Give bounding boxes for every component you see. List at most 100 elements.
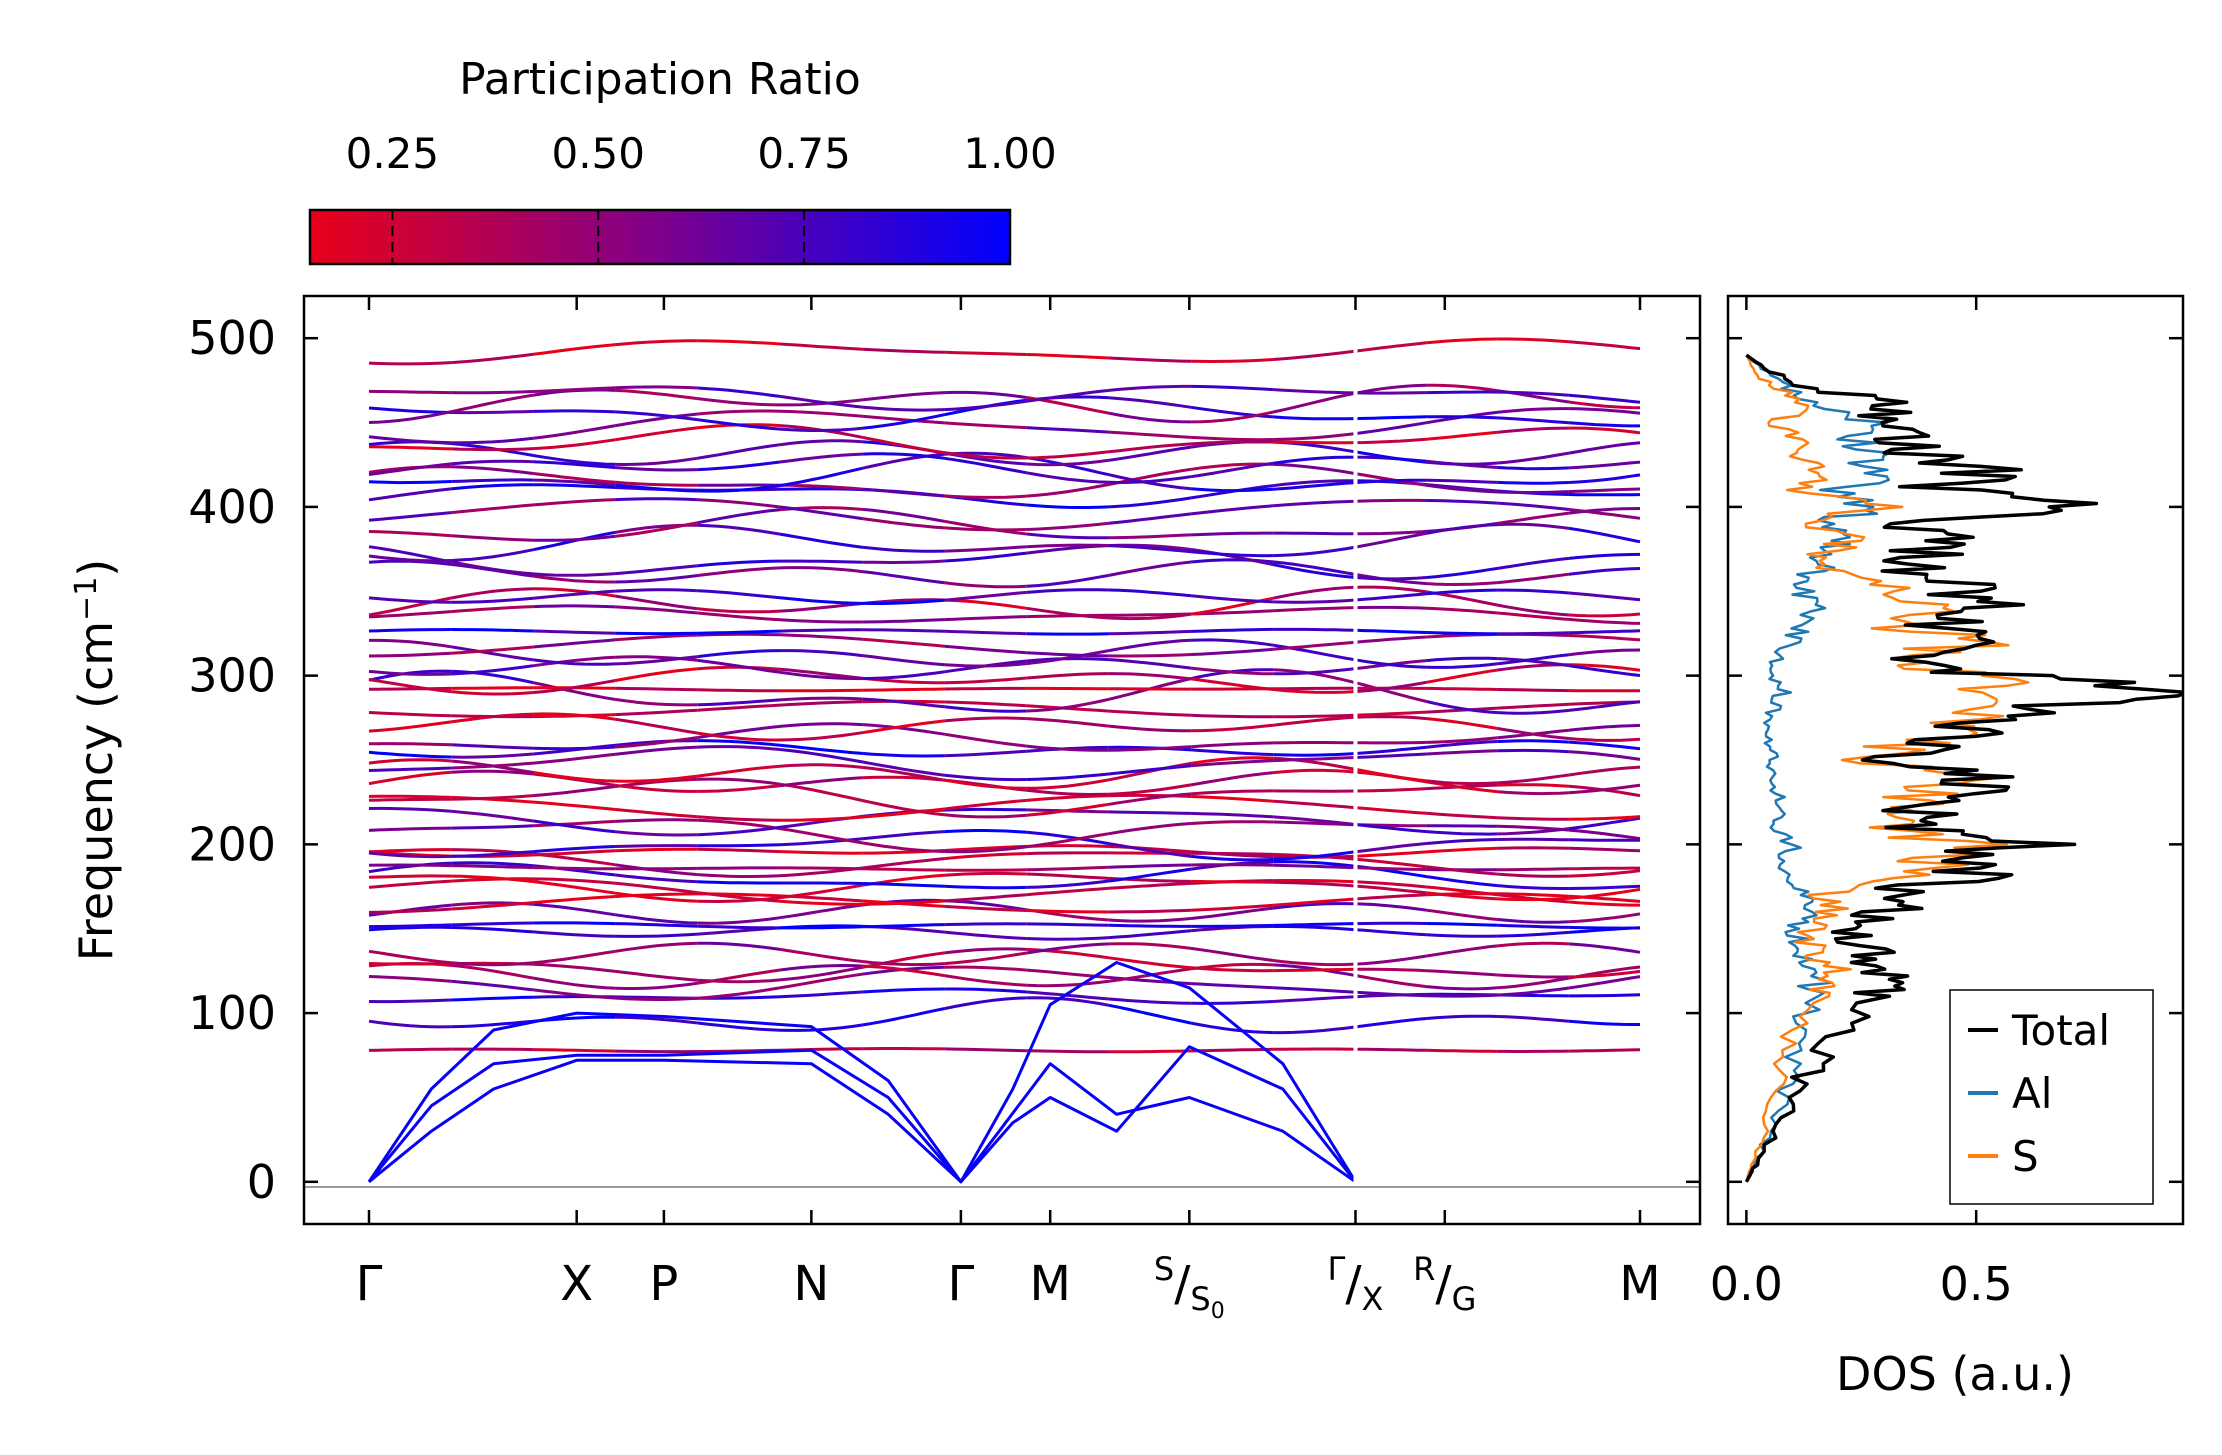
band-line [368, 874, 452, 879]
band-line [615, 686, 698, 692]
band-line [944, 545, 1027, 553]
band-line [615, 456, 699, 467]
band-line [779, 763, 863, 769]
band-line [1497, 976, 1570, 990]
band-line [1026, 794, 1109, 802]
band-line [1273, 688, 1356, 694]
band-line [1191, 435, 1274, 442]
band-line [1355, 740, 1427, 745]
band-line [1568, 740, 1641, 751]
band-line [697, 978, 781, 984]
band-line [779, 700, 863, 707]
band-line [1426, 499, 1498, 505]
band-line [1426, 383, 1498, 393]
band-line [615, 830, 698, 837]
band-line [615, 655, 698, 666]
band-line [1426, 780, 1498, 794]
band-line [1355, 628, 1427, 634]
band-line [1273, 715, 1356, 727]
band-line [944, 893, 1027, 903]
band-line [1273, 986, 1356, 994]
band-line [1191, 923, 1274, 928]
band-line [1026, 672, 1109, 680]
legend-label: Al [2012, 1069, 2052, 1118]
band-line [861, 1007, 945, 1027]
band-line [1108, 612, 1192, 617]
band-line [615, 588, 698, 593]
band-line [533, 681, 616, 701]
band-line [697, 339, 781, 346]
band-line [533, 658, 616, 666]
band-line [1273, 627, 1356, 632]
band-line [1426, 811, 1498, 820]
band-line [368, 1047, 452, 1052]
band-line [1191, 820, 1274, 825]
band-line [615, 426, 698, 442]
band-line [1108, 638, 1192, 653]
band-line [944, 676, 1027, 685]
band-line [1190, 461, 1274, 479]
band-line [1497, 490, 1569, 494]
band-line [697, 847, 781, 854]
band-line [451, 459, 534, 466]
band-line [1273, 598, 1356, 604]
band-line [1355, 884, 1427, 895]
band-line [615, 818, 698, 823]
band-line [862, 923, 945, 929]
band-line [1426, 824, 1498, 828]
band-line [1273, 967, 1356, 973]
band-line [1191, 723, 1274, 733]
band-line [862, 654, 945, 667]
band-line [1273, 499, 1356, 508]
band-line [862, 559, 945, 565]
band-line [1108, 411, 1192, 424]
band-line [1355, 450, 1427, 464]
band-line [1026, 543, 1109, 549]
band-line [780, 688, 863, 693]
band-line [533, 587, 616, 598]
band-line [615, 717, 699, 735]
band-line [533, 880, 616, 895]
band-line [944, 778, 1027, 790]
band-line [1108, 929, 1192, 940]
band-line [1190, 771, 1274, 787]
band-line [533, 638, 616, 649]
band-line [944, 456, 1027, 475]
band-line [368, 766, 452, 772]
band-line [533, 454, 616, 466]
band-line [697, 924, 781, 930]
band-line [1108, 881, 1192, 890]
band-line [1191, 647, 1274, 656]
band-line [368, 406, 452, 414]
band-line [779, 731, 863, 742]
band-line [862, 670, 945, 681]
band-line [697, 484, 781, 493]
band-line [1497, 451, 1570, 465]
band-line [450, 560, 534, 576]
band-line [615, 881, 698, 895]
dos-lines [1744, 353, 2183, 1183]
band-line [533, 629, 616, 635]
band-line [1568, 900, 1640, 907]
dos-legend: Total Al S [1949, 989, 2154, 1205]
band-line [450, 587, 534, 600]
band-line [862, 545, 945, 553]
band-line [944, 451, 1027, 460]
band-line [1355, 806, 1427, 815]
band-line [1191, 384, 1274, 392]
band-line [1355, 529, 1427, 536]
band-line [1273, 560, 1356, 576]
band-line [1108, 629, 1192, 636]
band-line [1190, 946, 1274, 962]
band-line [944, 662, 1027, 668]
band-line [615, 605, 698, 615]
band-line [944, 581, 1027, 589]
band-line [1355, 974, 1427, 989]
band-line [1108, 442, 1192, 454]
band-line [697, 986, 781, 1000]
band-line [779, 722, 863, 728]
band-line [451, 352, 534, 365]
band-line [615, 808, 698, 819]
band-line [1497, 727, 1570, 740]
band-line [1355, 391, 1427, 395]
